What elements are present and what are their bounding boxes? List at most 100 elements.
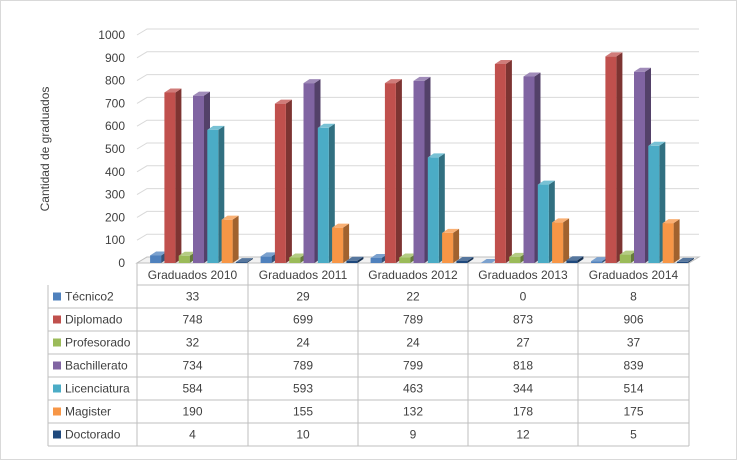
data-label: 593 xyxy=(293,382,313,396)
bar-side xyxy=(395,79,402,263)
bar-front xyxy=(370,257,382,263)
bar-front xyxy=(164,92,176,264)
x-tick-label: Graduados 2014 xyxy=(589,268,679,282)
data-label: 344 xyxy=(513,382,533,396)
bar-front xyxy=(221,219,233,263)
gridline xyxy=(136,210,699,218)
data-label: 818 xyxy=(513,359,533,373)
legend-label: Licenciatura xyxy=(65,382,130,396)
bar-top xyxy=(235,258,253,263)
gridline xyxy=(136,119,699,127)
legend-key xyxy=(53,430,61,439)
data-label: 178 xyxy=(513,405,533,419)
bar xyxy=(332,223,350,263)
bar-front xyxy=(494,63,506,264)
x-tick-label: Graduados 2010 xyxy=(148,268,238,282)
legend-label: Diplomado xyxy=(65,313,123,327)
bar xyxy=(164,88,182,264)
data-label: 799 xyxy=(403,359,423,373)
bar-side xyxy=(563,218,570,263)
bar-front xyxy=(317,127,329,264)
bar-front xyxy=(662,223,674,263)
bar-front xyxy=(303,83,315,263)
bar-side xyxy=(687,257,694,263)
bar-top xyxy=(178,251,196,256)
bar-side xyxy=(453,228,460,263)
bar xyxy=(221,215,239,263)
data-label: 699 xyxy=(293,313,313,327)
gridline xyxy=(136,142,699,150)
data-label: 190 xyxy=(182,405,202,419)
data-label: 24 xyxy=(296,336,310,350)
data-label: 4 xyxy=(189,428,196,442)
bar xyxy=(662,219,680,263)
bar-front xyxy=(235,262,247,263)
bar-top xyxy=(509,252,527,257)
bar-top xyxy=(221,215,239,220)
bar-front xyxy=(384,83,396,263)
bar-side xyxy=(505,59,512,264)
bar-top xyxy=(456,256,474,261)
bar-top xyxy=(537,180,555,185)
y-tick-label: 300 xyxy=(105,188,125,202)
data-label: 748 xyxy=(182,313,202,327)
gridline xyxy=(136,51,699,59)
bar-front xyxy=(605,56,617,263)
bar xyxy=(552,218,570,263)
bar-front xyxy=(523,76,535,263)
data-label: 29 xyxy=(296,290,310,304)
legend-label: Bachillerato xyxy=(65,359,128,373)
bar-top xyxy=(591,257,609,262)
data-label: 734 xyxy=(182,359,202,373)
bar xyxy=(384,79,402,263)
bar-side xyxy=(246,258,253,263)
bar-top xyxy=(150,251,168,256)
bar-top xyxy=(442,228,460,233)
data-label: 789 xyxy=(293,359,313,373)
legend-key xyxy=(53,361,61,370)
bar-top xyxy=(480,259,498,263)
gridlines xyxy=(136,28,699,264)
bar-top xyxy=(193,91,210,96)
data-label: 22 xyxy=(406,290,420,304)
data-label: 27 xyxy=(516,336,530,350)
bar-side xyxy=(343,223,350,263)
bar-front xyxy=(648,145,660,263)
bar-top xyxy=(523,72,541,77)
data-label: 906 xyxy=(623,313,643,327)
bar-front xyxy=(456,260,468,263)
bar-top xyxy=(274,99,292,104)
y-tick-label: 600 xyxy=(105,119,125,133)
gridline xyxy=(136,188,699,196)
data-label: 5 xyxy=(630,428,637,442)
y-tick-label: 500 xyxy=(105,142,125,156)
gridline xyxy=(136,233,699,241)
bar-front xyxy=(619,254,631,263)
bar-side xyxy=(175,88,182,264)
bar-top xyxy=(427,153,445,158)
legend-label: Técnico2 xyxy=(65,290,114,304)
data-label: 37 xyxy=(627,336,641,350)
y-tick-label: 400 xyxy=(105,165,125,179)
gridline xyxy=(136,28,699,36)
legend-label: Doctorado xyxy=(65,428,121,442)
data-label: 155 xyxy=(293,405,313,419)
bar-top xyxy=(619,250,637,255)
bar-side xyxy=(673,219,680,263)
y-tick-label: 900 xyxy=(105,51,125,65)
y-tick-label: 700 xyxy=(105,96,125,110)
bar-top xyxy=(605,52,623,57)
bar-front xyxy=(591,261,603,263)
bar-front xyxy=(332,227,344,263)
bar xyxy=(235,258,253,263)
bar-front xyxy=(552,222,564,263)
bar-top xyxy=(494,59,512,64)
data-label: 514 xyxy=(623,382,643,396)
bar-top xyxy=(648,141,666,146)
legend-key xyxy=(53,338,61,347)
bar-front xyxy=(634,71,645,263)
bar-front xyxy=(509,256,521,263)
bar-front xyxy=(260,256,272,263)
bar-front xyxy=(289,257,301,263)
